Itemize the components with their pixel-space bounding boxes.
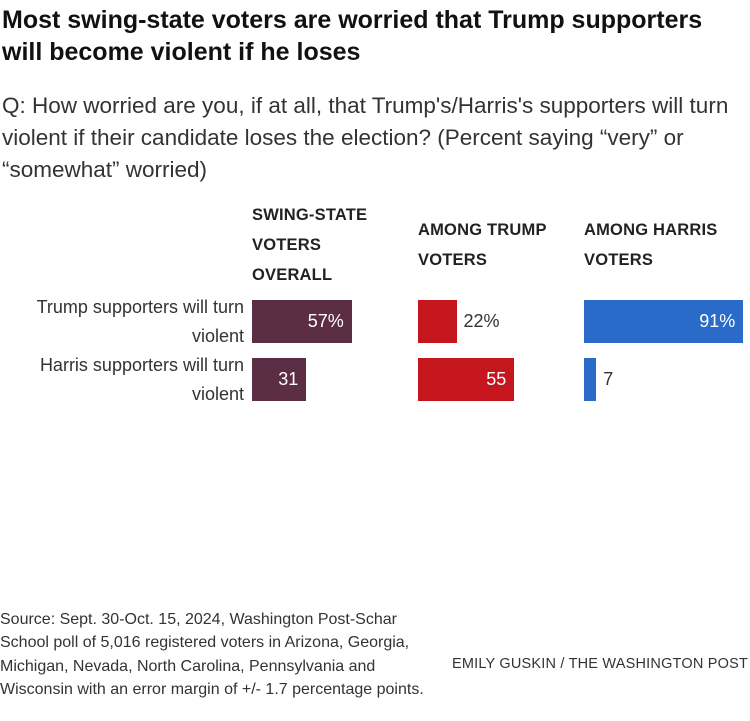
column-header: AMONG TRUMP VOTERS bbox=[418, 221, 547, 269]
credit-line: EMILY GUSKIN / THE WASHINGTON POST bbox=[451, 656, 748, 672]
row-label: Trump supporters will turn violent bbox=[36, 297, 244, 346]
bar bbox=[418, 300, 457, 343]
column-header: AMONG HARRIS VOTERS bbox=[584, 221, 718, 269]
data-label: 55 bbox=[486, 369, 507, 389]
chart-title: Most swing-state voters are worried that… bbox=[2, 6, 703, 66]
data-label: 7 bbox=[603, 369, 614, 389]
bar bbox=[584, 300, 744, 343]
data-label: 22% bbox=[463, 311, 500, 331]
row-label: Harris supporters will turn violent bbox=[39, 355, 244, 404]
bar bbox=[584, 358, 597, 401]
bar bbox=[252, 358, 307, 401]
data-label: 91% bbox=[699, 311, 736, 331]
column-header: SWING-STATE VOTERS OVERALL bbox=[252, 206, 368, 284]
bar bbox=[252, 300, 352, 343]
chart-subtitle: Q: How worried are you, if at all, that … bbox=[2, 93, 729, 182]
source-note: Source: Sept. 30-Oct. 15, 2024, Washingt… bbox=[0, 611, 424, 698]
bar bbox=[418, 358, 515, 401]
data-label: 57% bbox=[307, 311, 344, 331]
data-label: 31 bbox=[278, 369, 299, 389]
